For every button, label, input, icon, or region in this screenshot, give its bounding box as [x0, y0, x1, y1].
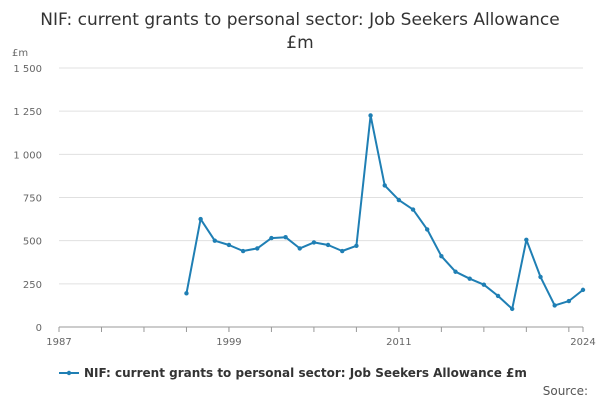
series-line [185, 114, 584, 310]
data-point [425, 227, 430, 232]
data-point [453, 269, 458, 274]
y-axis-unit: £m [12, 48, 28, 59]
data-point [198, 216, 203, 222]
data-point [410, 207, 416, 212]
legend: NIF: current grants to personal sector: … [58, 366, 527, 380]
y-tick-label: 1 000 [13, 150, 42, 161]
data-point [240, 248, 246, 254]
data-point [325, 242, 331, 248]
x-tick-label: 2011 [386, 337, 411, 348]
data-point [382, 183, 387, 188]
data-point [226, 242, 232, 248]
data-point [297, 246, 302, 251]
data-point [396, 197, 402, 203]
data-point [354, 243, 359, 249]
data-point [481, 282, 487, 287]
y-tick-label: 250 [23, 280, 42, 291]
y-tick-label: 750 [23, 194, 42, 205]
data-point [283, 235, 288, 240]
y-tick-label: 1 250 [13, 107, 42, 118]
legend-label: NIF: current grants to personal sector: … [84, 366, 527, 380]
data-point [184, 291, 189, 296]
data-point [467, 276, 472, 281]
data-point [509, 306, 515, 312]
data-point [439, 254, 444, 259]
y-tick-label: 1 500 [13, 64, 42, 75]
data-point [538, 274, 543, 280]
data-point [255, 246, 260, 251]
data-point [524, 237, 529, 243]
y-tick-label: 500 [23, 237, 42, 248]
source-label: Source: [542, 384, 588, 398]
x-tick-label: 1987 [46, 337, 71, 348]
legend-swatch [59, 370, 79, 376]
data-point [311, 240, 317, 245]
y-tick-label: 0 [36, 323, 42, 334]
data-point [495, 293, 501, 299]
data-point [269, 235, 274, 241]
data-point [566, 298, 572, 304]
data-point [212, 238, 217, 243]
data-point [552, 303, 557, 308]
data-point [368, 113, 373, 118]
chart-title: NIF: current grants to personal sector: … [40, 10, 560, 53]
x-tick-label: 1999 [216, 337, 241, 348]
data-point [580, 287, 586, 293]
x-tick-label: 2024 [570, 337, 595, 348]
data-point [340, 248, 345, 254]
